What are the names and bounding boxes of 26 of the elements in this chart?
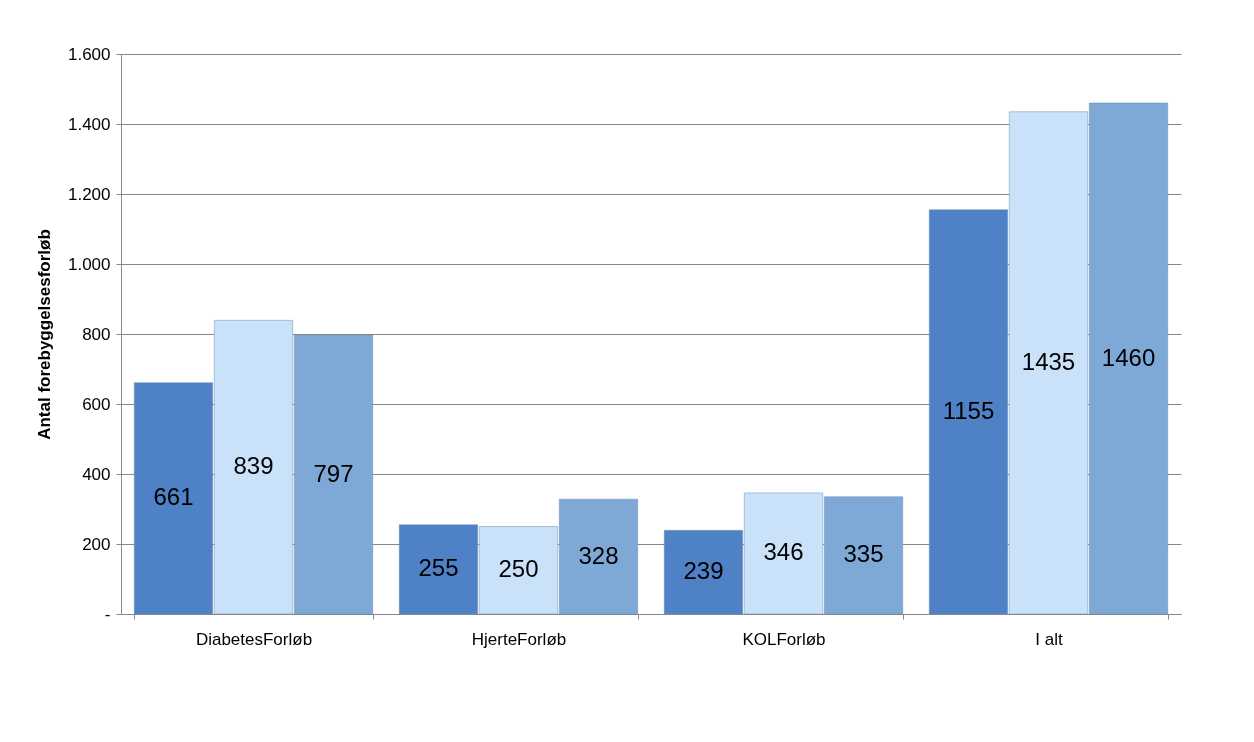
data-label: 239 — [683, 557, 724, 585]
data-label: 1460 — [1101, 343, 1156, 371]
x-tick-label: I alt — [1035, 629, 1063, 649]
x-tick-label: KOLForløb — [742, 629, 826, 649]
data-label: 255 — [418, 554, 459, 582]
y-tick-label: 1.400 — [67, 114, 111, 134]
y-tick-label: 400 — [82, 464, 111, 484]
data-label: 661 — [153, 483, 194, 511]
x-tick-label: DiabetesForløb — [195, 629, 313, 649]
y-tick-label: 200 — [82, 534, 111, 554]
data-label: 346 — [763, 538, 804, 566]
y-tick-label: 1.600 — [67, 44, 111, 64]
y-tick-label: 600 — [82, 394, 111, 414]
data-label: 839 — [233, 452, 274, 480]
y-tick-label: 1.000 — [67, 254, 111, 274]
y-tick-label: - — [104, 604, 111, 624]
y-axis-title: Antal forebyggelsesforløb — [34, 229, 54, 440]
data-label: 335 — [843, 540, 884, 568]
y-tick-label: 1.200 — [67, 184, 111, 204]
data-label: 797 — [313, 459, 354, 487]
data-label: 1435 — [1021, 347, 1076, 375]
data-label: 328 — [578, 541, 619, 569]
data-label: 1155 — [942, 396, 995, 424]
data-label: 250 — [498, 555, 539, 583]
x-tick-label: HjerteForløb — [471, 629, 567, 649]
y-tick-label: 800 — [82, 324, 111, 344]
